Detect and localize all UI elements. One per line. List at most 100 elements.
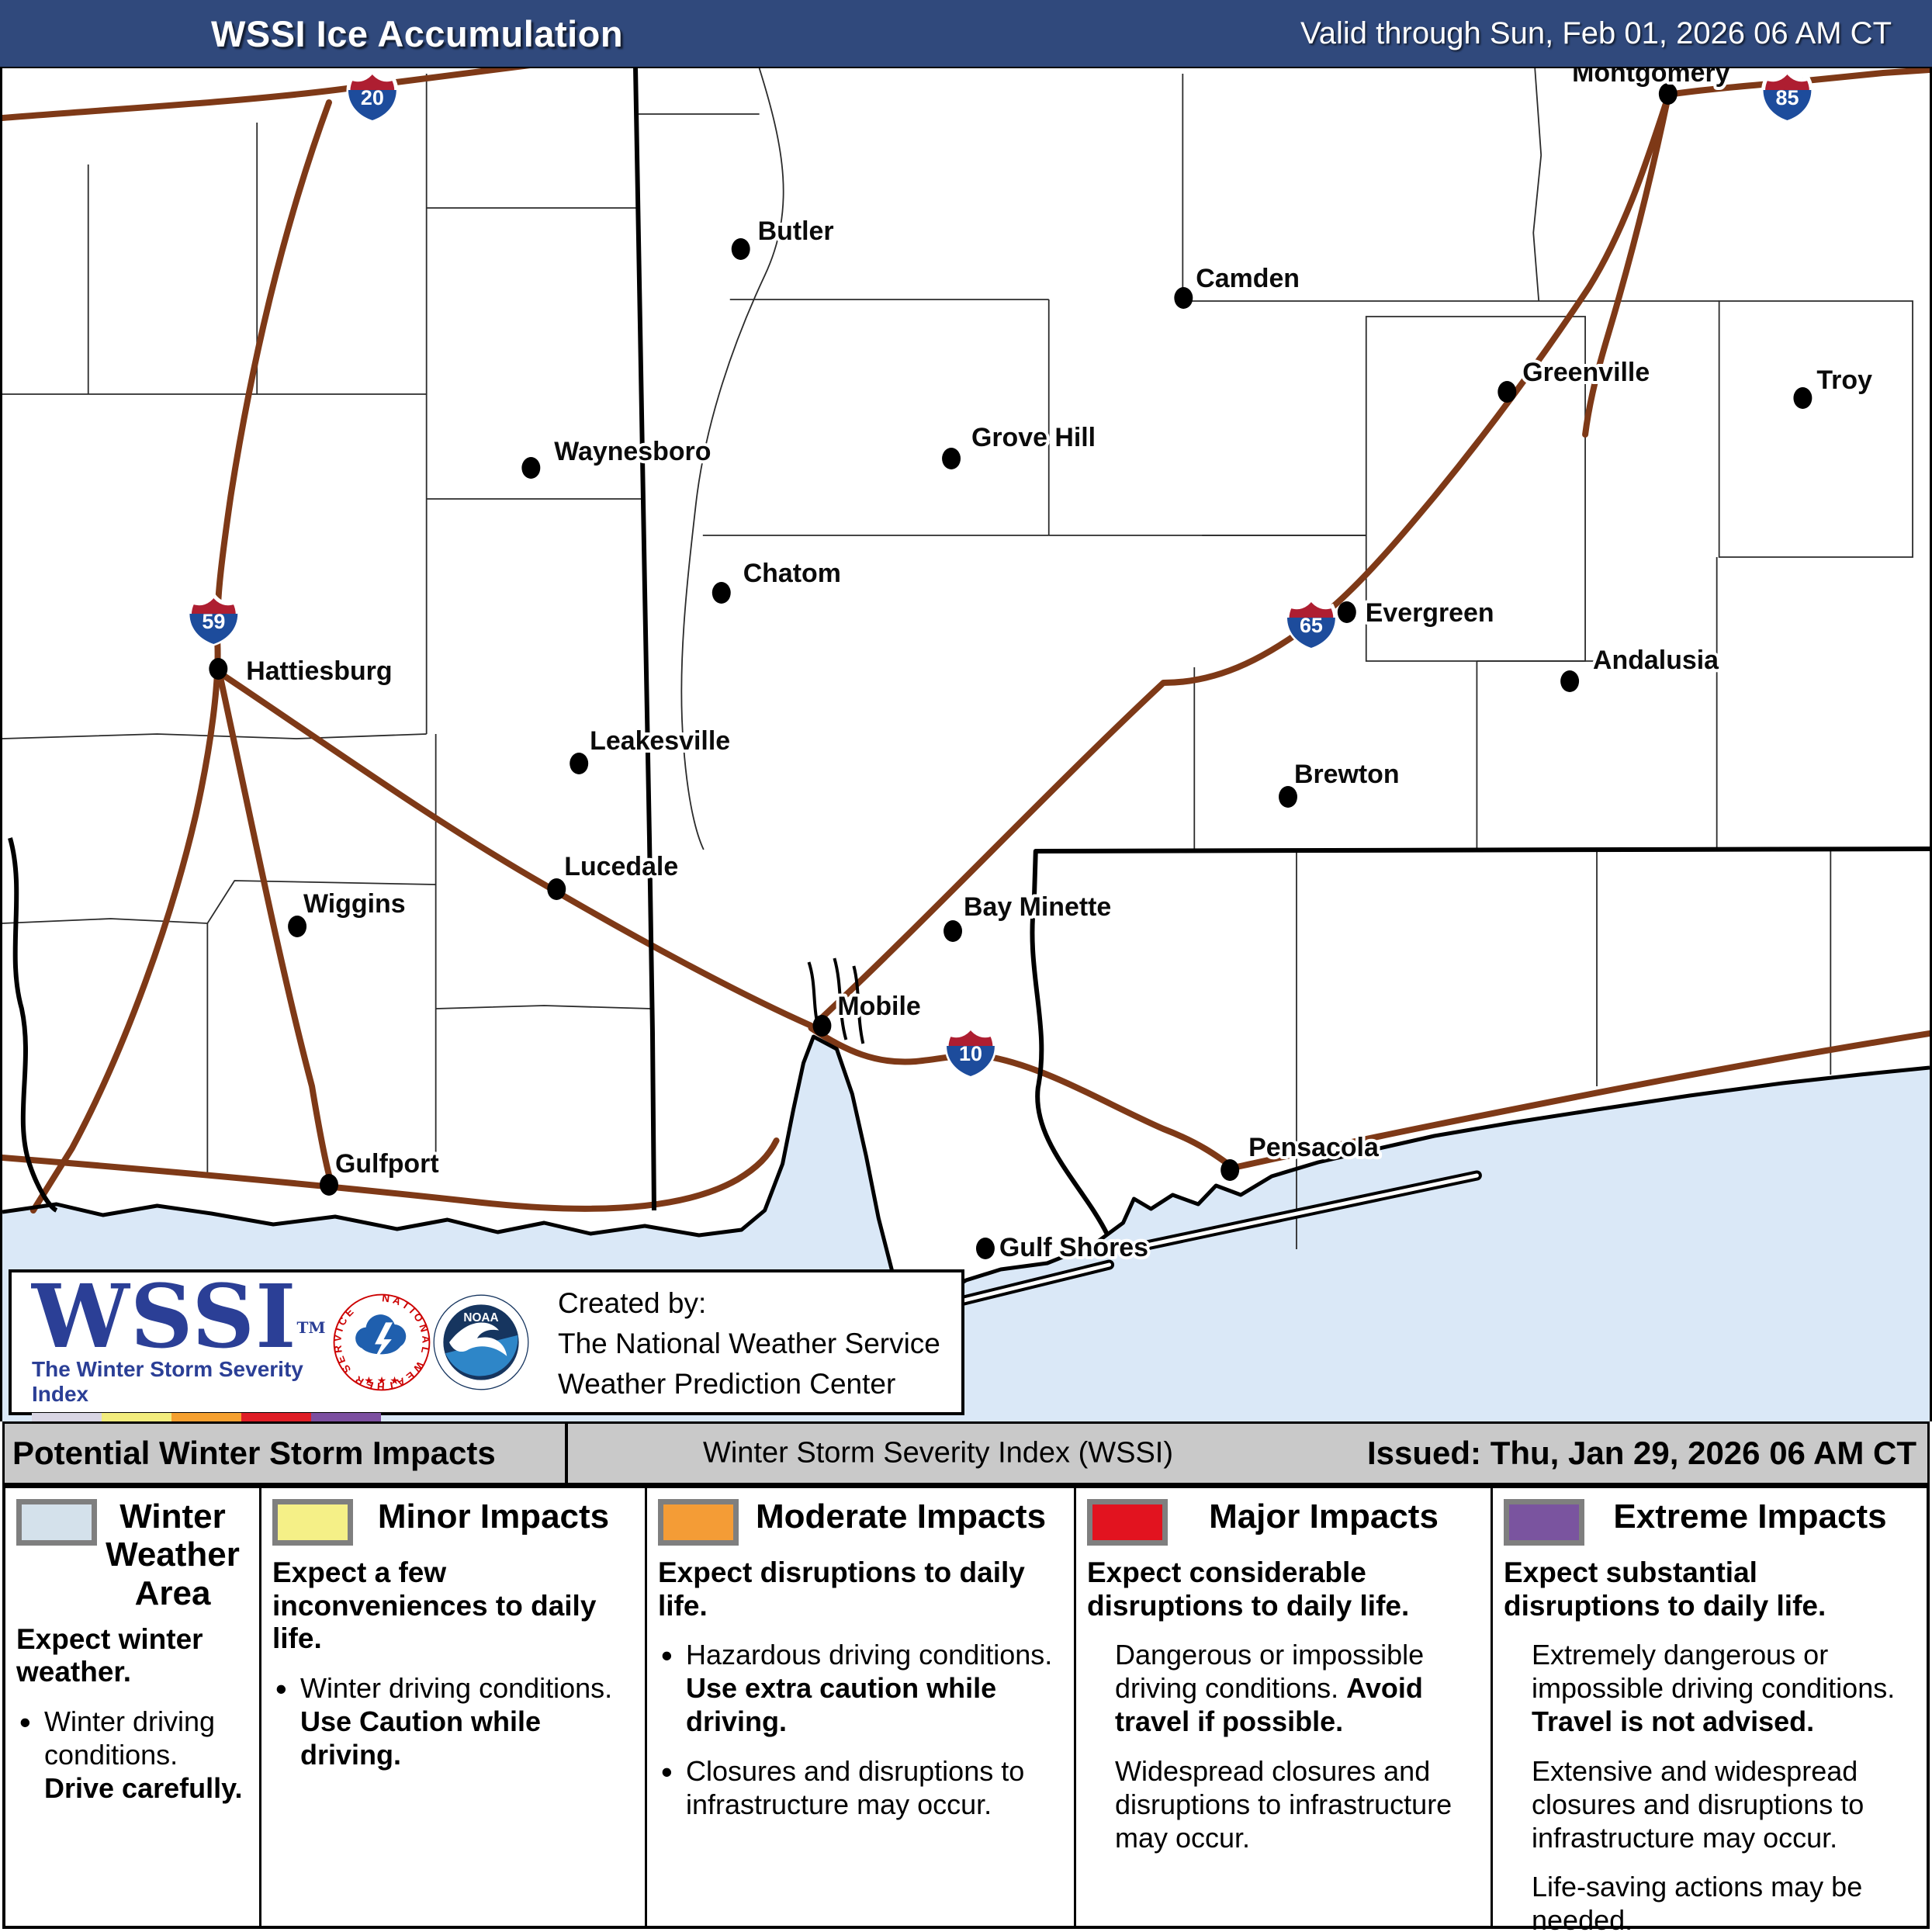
city-dot [1279,786,1297,808]
legend-title: Winter Weather Area [106,1497,240,1612]
city-label: Chatom [743,559,841,588]
map-region[interactable]: 20 59 65 85 10 Butler Camden Greenville Troy Mont… [0,68,1932,1439]
coastline [2,1034,1930,1312]
highways [2,68,1930,1214]
county-boundaries [2,68,1913,1249]
city-label: Evergreen [1366,598,1494,628]
city-dot [570,753,589,774]
city-label: Hattiesburg [246,656,392,686]
info-bar: Potential Winter Storm Impacts Winter St… [2,1421,1930,1485]
legend-column-minor-impacts: Minor Impacts Expect a few inconveniences… [261,1488,647,1926]
city-label: Greenville [1522,358,1650,387]
city-dot [1560,670,1580,692]
wssi-wordmark: WSSITM [32,1266,326,1368]
svg-text:★ ★ ★: ★ ★ ★ [364,1374,400,1387]
city-label: Bay Minette [964,892,1111,922]
legend-intro: Expect considerable disruptions to daily… [1087,1556,1410,1622]
city-label: Troy [1816,365,1872,395]
legend-item: Winter driving conditions. Use Caution w… [272,1670,634,1772]
legend-swatch [658,1499,739,1546]
info-bar-divider [565,1424,568,1483]
legend-item: Widespread closures and disruptions to i… [1115,1754,1452,1854]
city-dot [288,916,307,937]
svg-text:59: 59 [202,610,225,633]
svg-text:85: 85 [1775,86,1799,109]
city-label: Waynesboro [554,437,711,466]
city-dot [942,448,961,469]
legend-intro: Expect disruptions to daily life. [658,1556,1025,1622]
interstate-20-shield-icon: 20 [346,68,399,123]
valid-through-text: Valid through Sun, Feb 01, 2026 06 AM CT [1300,16,1892,50]
svg-text:65: 65 [1300,614,1323,637]
legend-title: Extreme Impacts [1613,1497,1887,1536]
legend-column-major-impacts: Major Impacts Expect considerable disrupt… [1076,1488,1493,1926]
interstate-10-shield-icon: 10 [944,1023,997,1079]
legend-item: Dangerous or impossible driving conditio… [1115,1639,1425,1738]
interstate-65-shield-icon: 65 [1285,595,1338,650]
legend-intro: Expect winter weather. [16,1622,203,1688]
svg-text:10: 10 [959,1042,982,1065]
legend-column-extreme-impacts: Extreme Impacts Expect substantial disrup… [1493,1488,1927,1932]
trademark-symbol: TM [296,1318,326,1337]
legend-swatch [16,1499,97,1546]
legend-item: Extremely dangerous or impossible drivin… [1532,1639,1896,1738]
impacts-title: Potential Winter Storm Impacts [12,1435,496,1471]
city-dot [975,1238,995,1259]
legend-column-moderate-impacts: Moderate Impacts Expect disruptions to da… [647,1488,1076,1926]
city-dot [812,1015,832,1037]
legend-swatch [1087,1499,1168,1546]
city-label: Butler [758,216,834,246]
impacts-legend: Winter Weather Area Expect winter weather… [2,1485,1930,1932]
legend-item: Life-saving actions may be needed. [1532,1871,1863,1932]
wssi-tagline: The Winter Storm Severity Index [32,1357,303,1407]
city-label: Wiggins [303,889,406,919]
svg-text:20: 20 [361,86,384,109]
issued-text: Issued: Thu, Jan 29, 2026 06 AM CT [1366,1435,1916,1471]
city-label: Lucedale [564,852,678,881]
city-label: Andalusia [1593,646,1719,675]
legend-intro: Expect substantial disruptions to daily … [1504,1556,1826,1622]
city-dot [731,238,750,260]
city-dot [943,920,963,942]
created-by-text: Created by: The National Weather Service… [558,1287,940,1400]
city-dot [1497,381,1517,403]
city-dot [1174,287,1193,309]
city-dot [1658,83,1678,105]
noaa-logo-icon: NOAA [433,1294,529,1390]
legend-item: Extensive and widespread closures and di… [1532,1754,1864,1854]
interstate-59-shield-icon: 59 [187,591,240,646]
city-dot [320,1174,338,1196]
city-dot [1220,1159,1240,1181]
nws-logo-icon: NATIONAL WEATHER SERVICE ★ ★ ★ [332,1293,431,1392]
legend-intro: Expect a few inconveniences to daily lif… [272,1556,597,1655]
state-borders [8,68,1930,1237]
city-label: Grove Hill [971,423,1096,452]
city-dot [209,658,228,680]
legend-item: Winter driving conditions. Drive careful… [16,1703,248,1806]
city-dot [1337,601,1356,623]
page-title: WSSI Ice Accumulation [211,12,624,54]
legend-column-winter-weather-area: Winter Weather Area Expect winter weather… [5,1488,261,1926]
city-label: Mobile [837,992,920,1021]
svg-text:NOAA: NOAA [463,1311,498,1324]
city-label: Gulf Shores [999,1233,1148,1262]
legend-title: Major Impacts [1209,1497,1439,1536]
city-label: Brewton [1294,760,1400,789]
wssi-credit-box: WSSITM The Winter Storm Severity Index N… [9,1266,964,1439]
city-dot [521,457,541,479]
legend-item: Hazardous driving conditions. Use extra … [658,1636,1063,1739]
wssi-index-label: Winter Storm Severity Index (WSSI) [703,1436,1174,1470]
interstate-85-shield-icon: 85 [1761,68,1813,123]
legend-swatch [1504,1499,1584,1546]
legend-title: Minor Impacts [377,1497,610,1536]
city-label: Gulfport [335,1149,439,1179]
city-dot [547,878,566,900]
legend-item: Closures and disruptions to infrastructu… [658,1753,1063,1821]
header-bar: WSSI Ice Accumulation Valid through Sun,… [0,0,1932,68]
city-dot [1793,387,1813,409]
weather-map[interactable]: 20 59 65 85 10 Butler Camden Greenville Troy Mont… [2,68,1930,1421]
legend-swatch [272,1499,353,1546]
city-label: Pensacola [1248,1133,1380,1162]
city-label: Montgomery [1572,68,1730,88]
